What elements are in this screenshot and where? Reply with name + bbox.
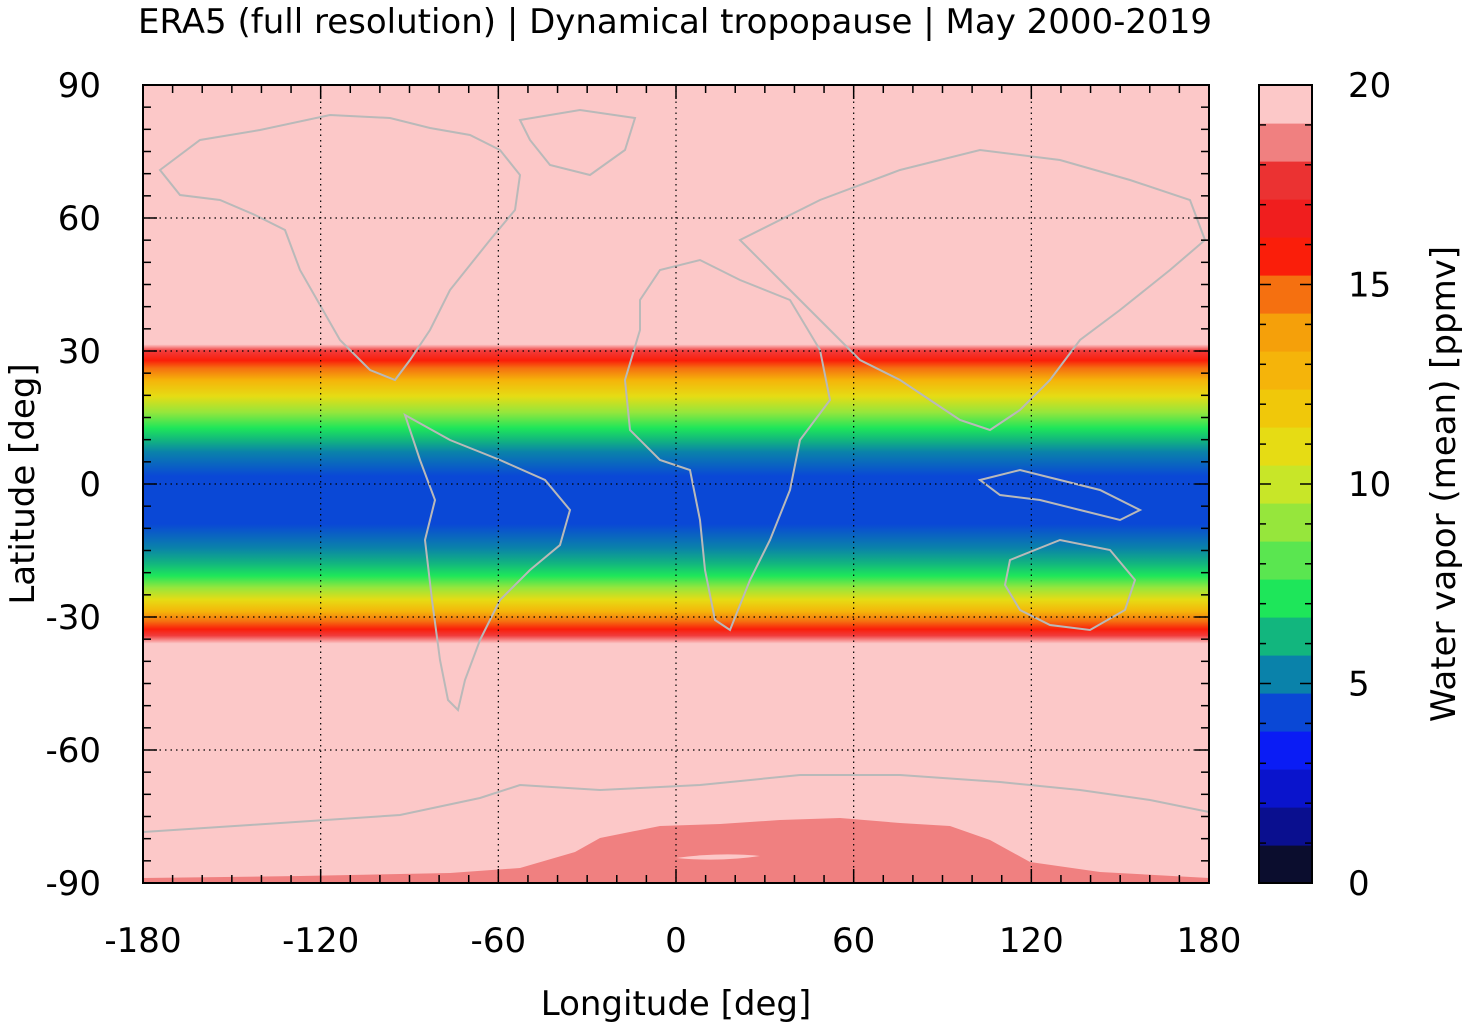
plot-frame bbox=[142, 84, 1210, 884]
colorbar-swatch bbox=[1259, 693, 1312, 732]
x-tick-labels: -180 -120 -60 0 60 120 180 bbox=[104, 921, 1241, 961]
coastline-south-america bbox=[403, 412, 572, 712]
antarctic-low-patch bbox=[676, 854, 760, 860]
y-tick-labels: 90 60 30 0 -30 -60 -90 bbox=[45, 66, 101, 904]
x-axis-label: Longitude [deg] bbox=[541, 984, 812, 1024]
x-tick-label: -120 bbox=[282, 921, 359, 961]
colorbar-swatch bbox=[1259, 731, 1312, 770]
y-tick-label: -60 bbox=[45, 731, 101, 771]
colorbar-swatch bbox=[1259, 579, 1312, 618]
colorbar-swatch bbox=[1259, 275, 1312, 314]
colorbar-frame bbox=[1258, 84, 1313, 884]
colorbar-tick-label: 5 bbox=[1348, 665, 1370, 705]
coastline-outlines bbox=[143, 108, 1209, 833]
coastline-north-america bbox=[158, 113, 522, 382]
colorbar-swatch bbox=[1259, 655, 1312, 694]
x-tick-label: 180 bbox=[1177, 921, 1242, 961]
colorbar-swatch bbox=[1259, 351, 1312, 390]
coastline-africa-europe bbox=[623, 258, 832, 632]
y-tick-label: 30 bbox=[58, 332, 101, 372]
colorbar-swatch bbox=[1259, 845, 1312, 884]
colorbar-swatch bbox=[1259, 389, 1312, 428]
colorbar-swatch bbox=[1259, 807, 1312, 846]
colorbar-swatch bbox=[1259, 313, 1312, 352]
colorbar-swatch bbox=[1259, 161, 1312, 200]
colorbar-swatch bbox=[1259, 503, 1312, 542]
colorbar-tick-label: 20 bbox=[1348, 66, 1391, 106]
coastline-maritime-continent bbox=[977, 468, 1143, 522]
y-tick-label: 90 bbox=[58, 66, 101, 106]
coastline-antarctica bbox=[143, 774, 1209, 833]
y-tick-label: -90 bbox=[45, 864, 101, 904]
y-tick-label: -30 bbox=[45, 598, 101, 638]
colorbar-tick-label: 15 bbox=[1348, 266, 1391, 306]
y-tick-label: 0 bbox=[79, 465, 101, 505]
colorbar bbox=[1259, 84, 1312, 884]
coastline-asia bbox=[738, 148, 1207, 432]
colorbar-label: Water vapor (mean) [ppmv] bbox=[1424, 246, 1464, 722]
colorbar-tick-label: 0 bbox=[1348, 864, 1370, 904]
x-tick-label: 120 bbox=[999, 921, 1064, 961]
coastline-greenland bbox=[518, 108, 637, 177]
grid-lines bbox=[143, 85, 1209, 883]
colorbar-swatch bbox=[1259, 427, 1312, 466]
colorbar-swatch bbox=[1259, 237, 1312, 276]
colorbar-swatch bbox=[1259, 85, 1312, 124]
colorbar-swatch bbox=[1259, 123, 1312, 162]
colorbar-tick-label: 10 bbox=[1348, 465, 1391, 505]
colorbar-swatch bbox=[1259, 541, 1312, 580]
x-tick-label: 0 bbox=[665, 921, 687, 961]
colorbar-tick-labels: 0 5 10 15 20 bbox=[1348, 66, 1391, 904]
axis-ticks bbox=[142, 84, 1210, 884]
chart-title: ERA5 (full resolution) | Dynamical tropo… bbox=[138, 2, 1212, 42]
colorbar-swatch bbox=[1259, 199, 1312, 238]
x-tick-label: -180 bbox=[104, 921, 181, 961]
x-tick-label: -60 bbox=[471, 921, 527, 961]
y-tick-label: 60 bbox=[58, 199, 101, 239]
x-tick-label: 60 bbox=[832, 921, 875, 961]
colorbar-swatch bbox=[1259, 769, 1312, 808]
coastline-australia bbox=[1003, 538, 1137, 632]
y-axis-label: Latitude [deg] bbox=[3, 363, 43, 604]
colorbar-swatch bbox=[1259, 617, 1312, 656]
